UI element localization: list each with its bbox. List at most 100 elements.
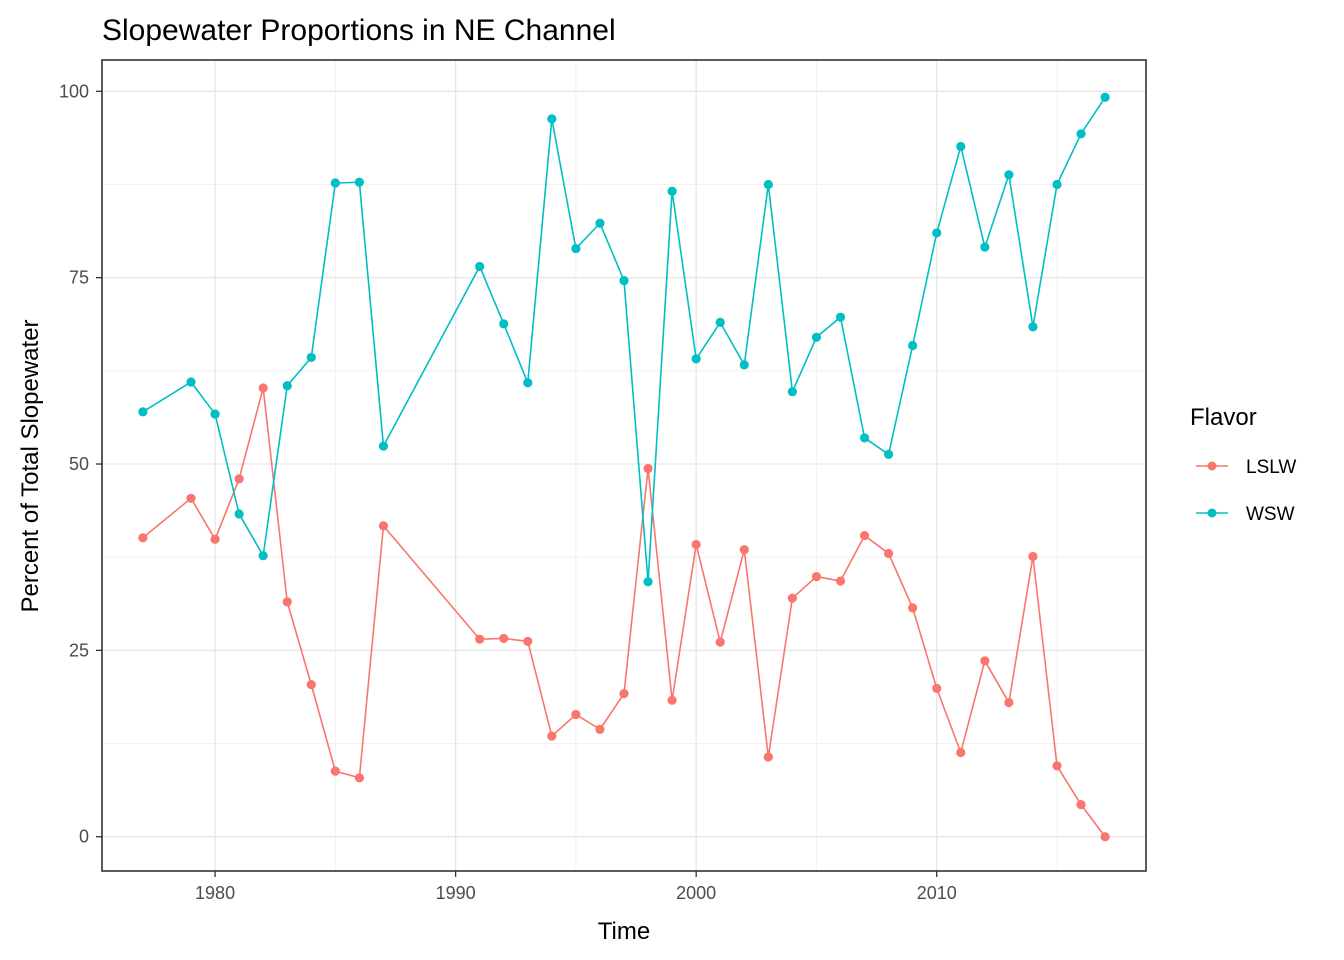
data-point-wsw (811, 332, 822, 342)
data-point-lslw (667, 695, 677, 705)
legend-key-point-lslw (1207, 461, 1217, 471)
data-point-wsw (547, 114, 557, 124)
data-point-lslw (571, 709, 581, 720)
data-point-wsw (763, 179, 773, 190)
x-tick-label: 2010 (917, 883, 957, 903)
data-point-wsw (787, 387, 797, 397)
data-point-wsw (619, 276, 629, 286)
chart-title: Slopewater Proportions in NE Channel (102, 14, 616, 47)
data-point-wsw (667, 186, 677, 196)
data-point-wsw (475, 261, 485, 272)
data-point-lslw (330, 766, 340, 776)
x-axis: 1980 1990 2000 2010 (195, 871, 957, 903)
data-point-lslw (475, 634, 485, 644)
data-point-lslw (932, 683, 942, 693)
data-point-wsw (884, 449, 894, 459)
data-point-wsw (354, 177, 364, 187)
data-point-lslw (908, 603, 918, 613)
plot-panel-border (101, 59, 1147, 872)
data-point-lslw (739, 545, 749, 555)
data-point-lslw (1076, 800, 1086, 810)
data-point-lslw (691, 539, 701, 550)
data-point-wsw (1028, 322, 1038, 332)
data-point-lslw (884, 548, 894, 559)
legend-key-point-wsw (1207, 508, 1217, 518)
legend-label-lslw: LSLW (1246, 457, 1296, 478)
data-point-wsw (1052, 179, 1062, 190)
data-point-wsw (835, 312, 846, 322)
minor-grid (102, 60, 1146, 871)
data-point-lslw (1052, 761, 1062, 771)
data-point-lslw (1004, 697, 1014, 708)
data-point-lslw (378, 521, 389, 531)
x-tick-label: 1980 (195, 883, 235, 903)
y-tick-label: 75 (69, 268, 89, 288)
data-point-wsw (571, 243, 581, 254)
data-point-lslw (859, 530, 870, 541)
data-point-wsw (739, 360, 749, 370)
data-point-wsw (330, 178, 340, 188)
data-point-wsw (378, 441, 389, 451)
data-point-lslw (210, 534, 220, 544)
y-tick-label: 100 (59, 81, 89, 101)
data-point-lslw (835, 576, 846, 586)
data-point-wsw (258, 551, 268, 561)
data-point-lslw (234, 474, 244, 484)
data-point-wsw (210, 409, 220, 419)
data-point-lslw (282, 597, 292, 607)
legend-item-lslw: LSLW (1196, 457, 1296, 478)
y-tick-label: 0 (79, 827, 89, 847)
data-point-lslw (763, 752, 773, 762)
x-tick-label: 1990 (436, 883, 476, 903)
major-grid (102, 60, 1146, 871)
data-point-wsw (186, 377, 196, 387)
legend: Flavor LSLW WSW (1190, 404, 1296, 525)
data-point-lslw (1100, 832, 1110, 842)
data-point-lslw (258, 383, 268, 393)
data-point-lslw (499, 633, 509, 644)
data-point-wsw (499, 319, 509, 329)
data-point-lslw (715, 637, 725, 647)
data-point-wsw (691, 354, 701, 364)
data-point-wsw (1076, 129, 1086, 139)
data-point-wsw (643, 577, 653, 587)
data-point-wsw (138, 407, 148, 417)
data-point-lslw (811, 571, 822, 582)
legend-title: Flavor (1190, 404, 1257, 431)
data-point-wsw (715, 317, 725, 327)
data-point-wsw (980, 242, 990, 252)
data-point-lslw (956, 747, 966, 758)
y-tick-label: 50 (69, 454, 89, 474)
data-point-wsw (859, 433, 870, 443)
legend-item-wsw: WSW (1196, 504, 1295, 525)
y-axis: 0 25 50 75 100 (59, 81, 102, 847)
series-layer (138, 92, 1110, 842)
data-point-lslw (354, 773, 364, 783)
data-point-wsw (908, 340, 918, 351)
data-point-lslw (619, 688, 629, 699)
legend-label-wsw: WSW (1246, 504, 1295, 525)
data-point-wsw (595, 218, 605, 228)
data-point-lslw (523, 636, 533, 647)
data-point-lslw (306, 680, 316, 690)
data-point-wsw (932, 228, 942, 238)
data-point-lslw (1028, 551, 1038, 562)
data-point-lslw (787, 593, 797, 603)
data-point-lslw (643, 463, 653, 474)
data-point-lslw (547, 731, 557, 741)
data-point-wsw (1100, 92, 1110, 102)
data-point-wsw (956, 141, 966, 152)
data-point-wsw (1004, 170, 1014, 180)
x-axis-title: Time (598, 918, 650, 945)
data-point-lslw (595, 724, 605, 734)
data-point-lslw (980, 656, 990, 666)
data-point-wsw (282, 381, 292, 391)
data-point-lslw (138, 533, 148, 543)
data-point-lslw (186, 493, 196, 503)
data-point-wsw (234, 509, 244, 519)
data-point-wsw (306, 352, 316, 363)
x-tick-label: 2000 (676, 883, 716, 903)
data-point-wsw (523, 378, 533, 388)
